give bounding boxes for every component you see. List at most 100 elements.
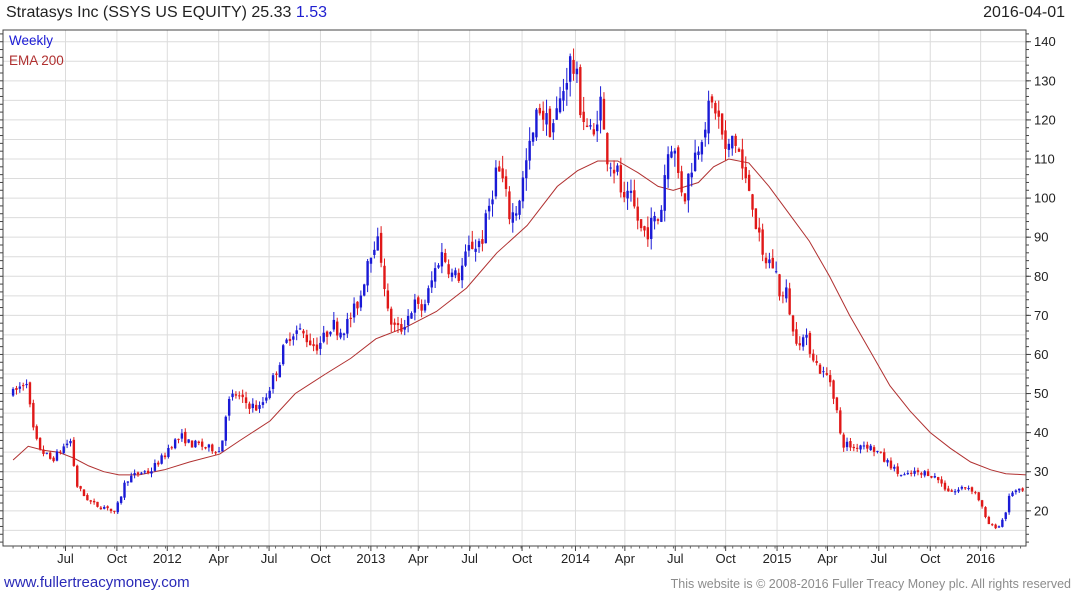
y-axis: 20 30 40 50 60 70 80 90 100 110 120 130 140 — [0, 33, 1056, 543]
candle-body-down — [926, 471, 930, 476]
candle-body-down — [420, 304, 423, 311]
candle-body-up — [687, 173, 690, 201]
candle-body-up — [477, 241, 481, 248]
candle-body-up — [545, 113, 548, 125]
candle-body-down — [393, 322, 396, 325]
candle-body-down — [602, 98, 606, 130]
candle-body-down — [677, 147, 680, 173]
candle-body-down — [656, 219, 660, 221]
grid-lines — [3, 30, 1026, 546]
candle-body-up — [410, 313, 413, 319]
candle-body-down — [163, 455, 167, 458]
candle-body-down — [244, 397, 248, 404]
candle-body-down — [92, 500, 96, 503]
candle-body-up — [899, 474, 903, 476]
candle-body-up — [224, 416, 227, 441]
candle-body-up — [731, 135, 734, 149]
candle-body-down — [417, 297, 420, 304]
candle-body-down — [710, 96, 714, 103]
chart-title: Stratasys Inc (SSYS US EQUITY) 25.33 1.5… — [6, 4, 327, 22]
candle-body-up — [167, 448, 170, 457]
candle-body-up — [126, 481, 130, 483]
candle-body-down — [828, 375, 832, 383]
candle-body-up — [589, 125, 592, 127]
y-tick-label: 60 — [1034, 347, 1048, 362]
candle-body-up — [123, 482, 126, 498]
candle-body-up — [55, 451, 59, 461]
candle-body-down — [197, 441, 200, 444]
candle-body-down — [390, 308, 393, 325]
candle-body-down — [79, 486, 82, 489]
candle-body-down — [386, 290, 390, 309]
candle-body-up — [494, 167, 498, 197]
candle-body-down — [312, 344, 315, 347]
y-tick-label: 20 — [1034, 503, 1048, 518]
candle-body-up — [292, 336, 295, 340]
candle-body-down — [35, 426, 38, 439]
candle-body-down — [501, 168, 504, 179]
candle-body-up — [251, 403, 255, 409]
candle-body-up — [697, 151, 700, 156]
candle-body-up — [173, 439, 177, 449]
candle-body-up — [967, 488, 970, 490]
candle-body-down — [835, 397, 839, 411]
candle-body-down — [15, 387, 18, 390]
candle-body-up — [464, 251, 467, 266]
candle-body-down — [646, 227, 650, 240]
candle-body-down — [849, 441, 852, 448]
candle-body-up — [663, 175, 666, 211]
plot-frame — [2, 29, 1027, 547]
candle-body-down — [541, 110, 545, 120]
candle-body-up — [440, 252, 444, 267]
candle-body-up — [474, 248, 477, 252]
candle-body-down — [882, 452, 886, 462]
candle-body-up — [609, 167, 612, 169]
candle-body-up — [521, 177, 525, 202]
candle-body-up — [575, 68, 579, 75]
x-tick-label: 2014 — [561, 551, 590, 566]
candle-body-up — [454, 270, 457, 276]
candle-body-down — [288, 338, 292, 342]
candle-body-down — [481, 239, 484, 244]
candle-body-down — [930, 476, 933, 478]
candle-body-down — [795, 329, 798, 344]
candle-body-up — [700, 142, 704, 155]
candle-body-down — [916, 470, 920, 473]
candle-body-down — [400, 324, 403, 332]
candle-body-down — [383, 265, 386, 290]
candle-body-up — [119, 496, 123, 503]
candle-body-up — [693, 152, 697, 172]
candle-body-up — [859, 445, 862, 450]
candle-body-up — [359, 295, 363, 308]
candle-body-up — [862, 445, 866, 447]
candle-body-up — [774, 271, 778, 273]
candle-body-up — [319, 342, 322, 349]
x-tick-label: Oct — [107, 551, 128, 566]
candle-body-down — [683, 193, 687, 202]
candle-body-down — [680, 171, 683, 193]
candle-body-up — [933, 476, 937, 478]
candle-body-up — [433, 268, 437, 282]
candle-body-down — [815, 361, 818, 363]
candle-body-up — [552, 123, 555, 133]
candle-body-down — [336, 321, 339, 336]
candle-body-up — [660, 209, 663, 222]
chart-date: 2016-04-01 — [983, 4, 1065, 21]
candle-body-down — [379, 232, 383, 263]
candle-body-down — [852, 446, 856, 449]
candle-body-up — [616, 165, 619, 172]
candle-body-down — [636, 206, 639, 221]
candle-body-down — [889, 460, 893, 469]
candle-body-down — [741, 149, 744, 169]
candle-body-down — [248, 403, 251, 409]
candle-body-down — [59, 451, 62, 453]
y-tick-label: 70 — [1034, 308, 1048, 323]
candle-body-up — [194, 440, 197, 448]
candle-body-up — [568, 56, 572, 82]
candle-body-down — [572, 59, 575, 74]
candle-body-up — [366, 261, 369, 286]
candle-body-up — [923, 471, 926, 476]
footer-website-link[interactable]: www.fullertreacymoney.com — [4, 574, 190, 591]
candle-body-down — [457, 272, 460, 281]
candle-body-up — [555, 108, 558, 120]
